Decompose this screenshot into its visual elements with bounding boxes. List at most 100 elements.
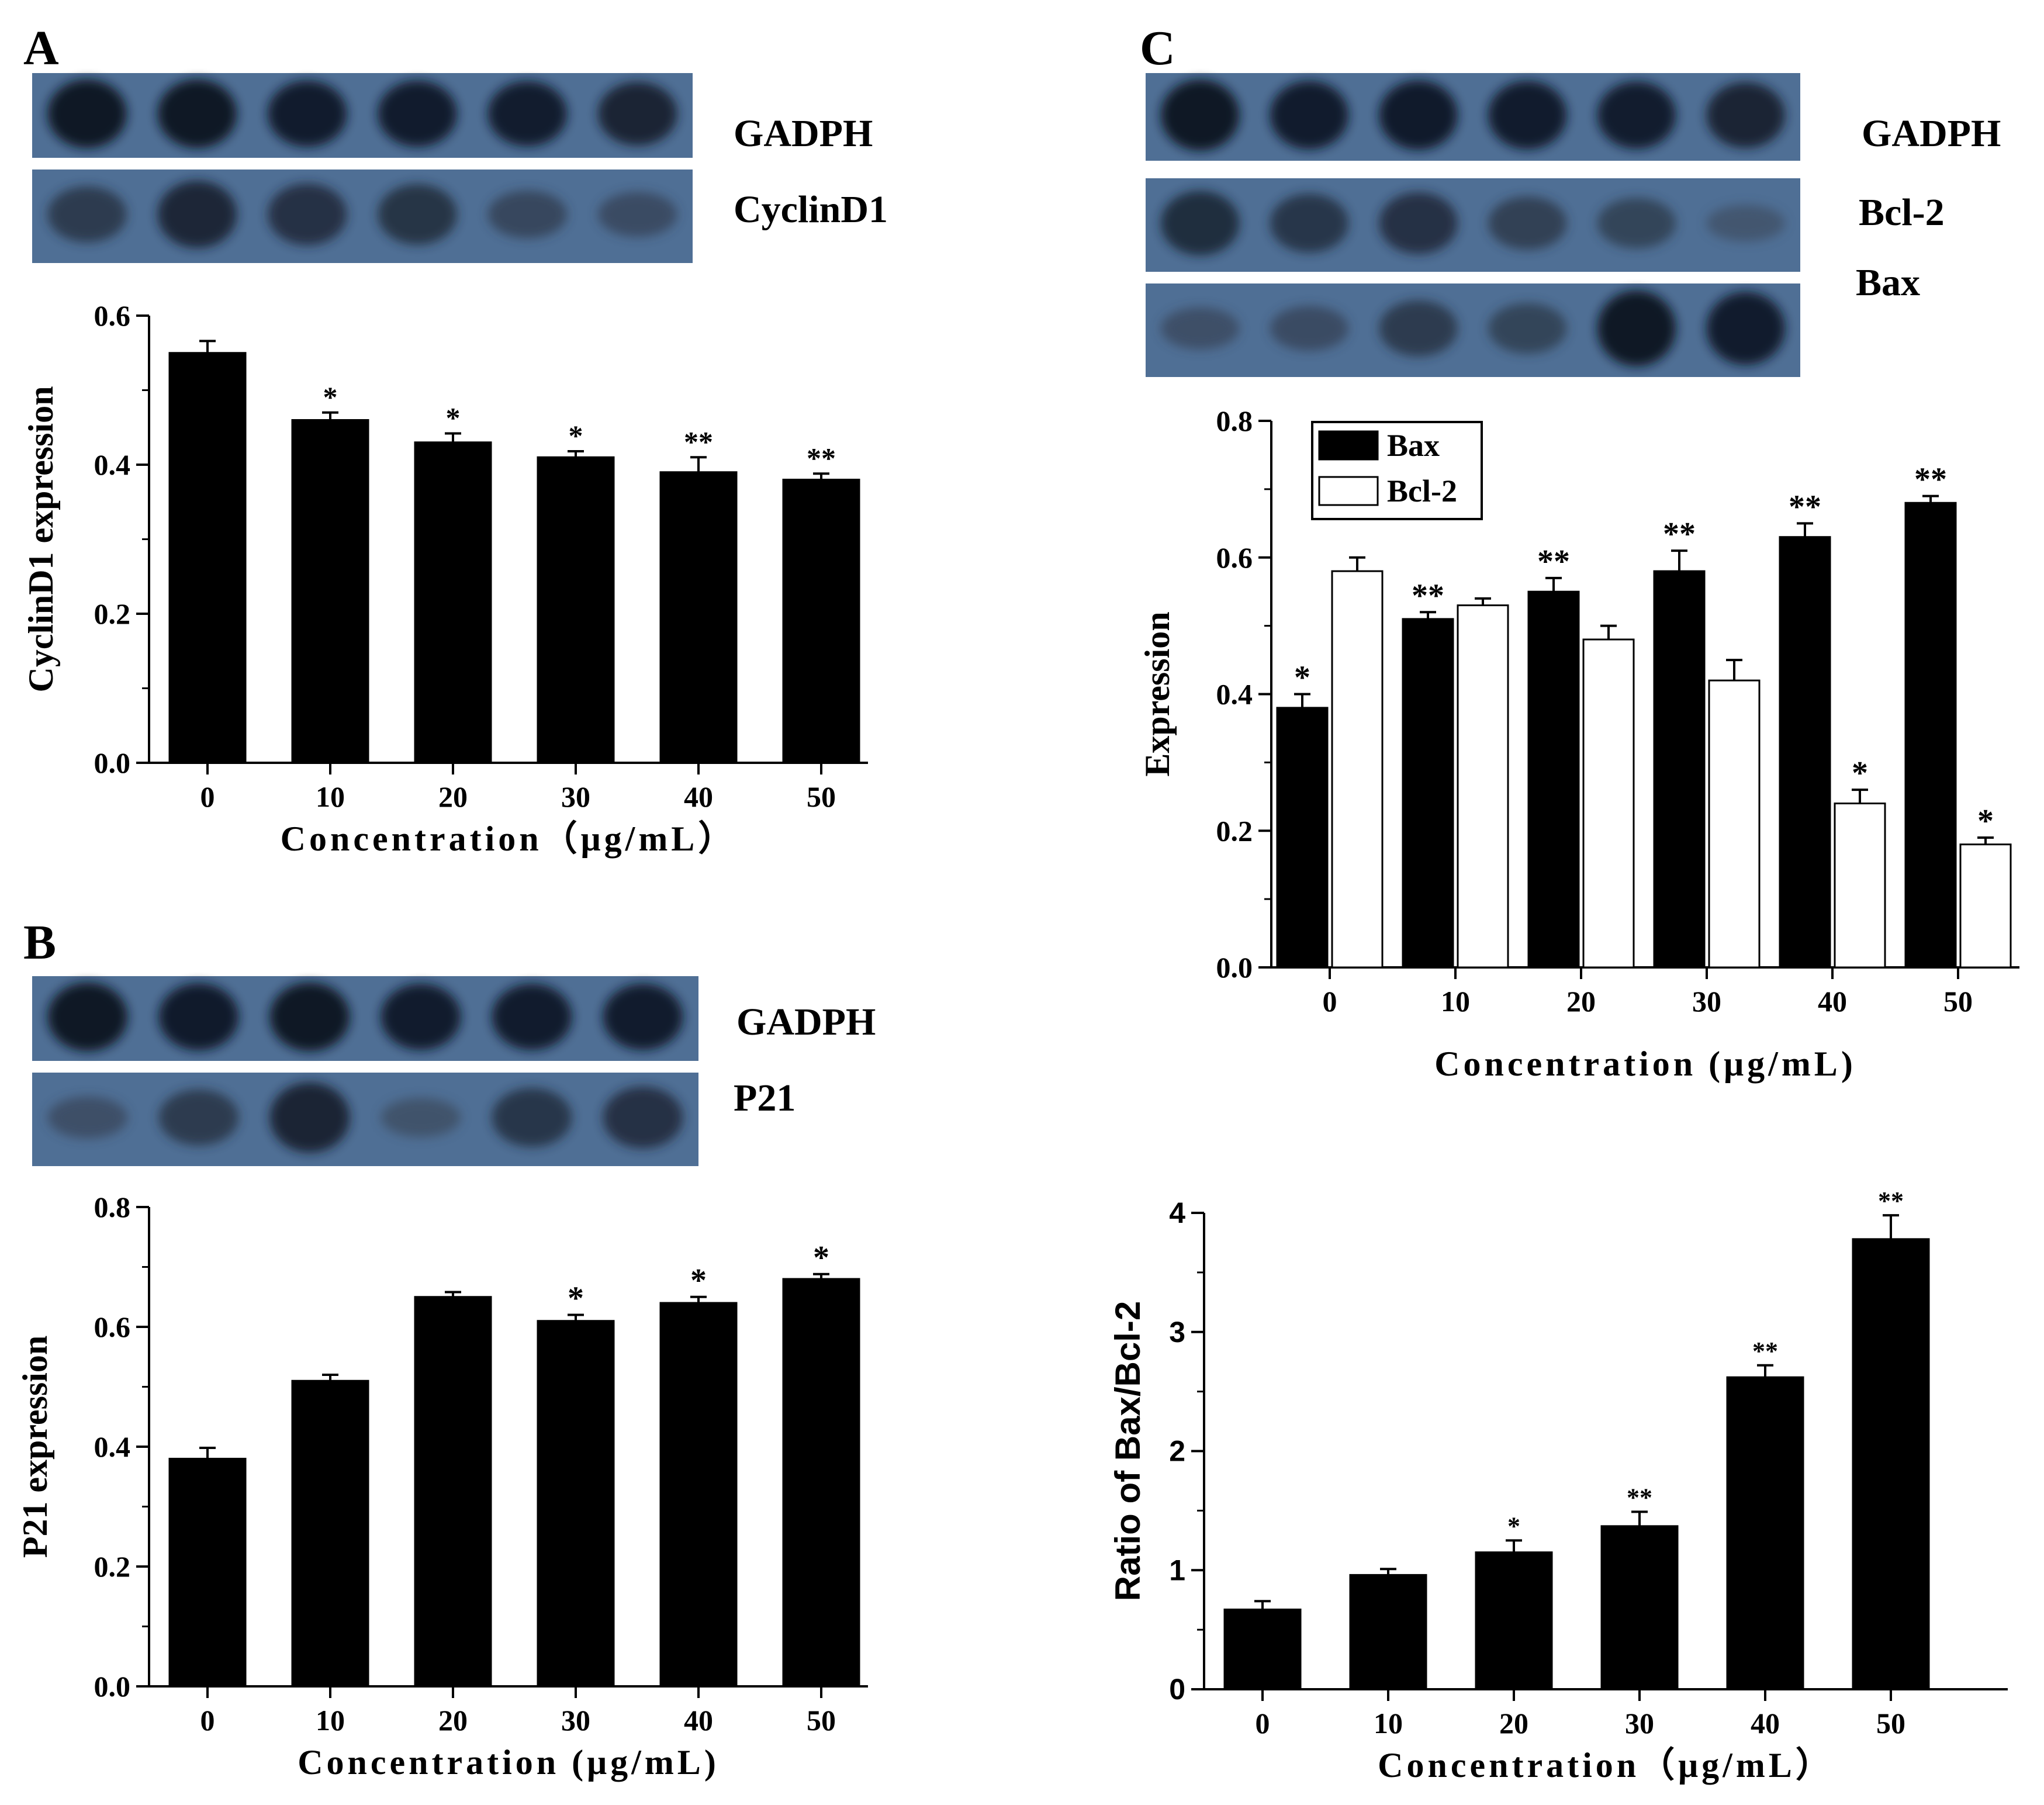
y-tick-label: 0.6: [94, 299, 131, 332]
significance-mark: *: [569, 419, 583, 452]
x-tick-label: 30: [1625, 1707, 1654, 1740]
bar: [291, 419, 369, 764]
x-tick-label: 50: [807, 1704, 836, 1737]
bar: [1475, 1551, 1553, 1690]
blot-band: [1379, 300, 1458, 357]
blot-band: [1488, 303, 1567, 354]
blot-strip-a-gadph: [32, 73, 693, 158]
x-tick-label: 0: [200, 780, 215, 813]
panel-label-a: A: [23, 21, 59, 75]
significance-mark: **: [1789, 489, 1821, 525]
y-tick-label: 0.8: [1216, 404, 1253, 437]
bar: [414, 441, 492, 764]
x-tick-label: 40: [684, 1704, 713, 1737]
significance-mark: **: [684, 425, 713, 458]
panel-label-c: C: [1140, 21, 1175, 75]
bar: [1223, 1608, 1302, 1690]
x-tick-label: 40: [1818, 985, 1847, 1018]
bar: [414, 1296, 492, 1688]
significance-mark: *: [323, 381, 338, 413]
blot-band: [1597, 198, 1676, 248]
blot-band: [492, 1088, 572, 1147]
y-tick-label: 0.4: [94, 1430, 131, 1463]
x-tick-label: 40: [684, 780, 713, 813]
y-tick-label: 0.0: [1216, 951, 1253, 984]
bar: [1904, 502, 1957, 969]
bar: [1726, 1376, 1804, 1690]
y-tick-label: 0.0: [94, 746, 131, 779]
y-tick-label: 0.6: [94, 1310, 131, 1343]
bar: [537, 1320, 615, 1688]
blot-band: [598, 82, 677, 146]
x-tick-label: 30: [1692, 985, 1721, 1018]
blot-band: [268, 81, 347, 147]
blot-band: [47, 79, 127, 148]
significance-mark: *: [1507, 1512, 1520, 1540]
blot-background: [1146, 73, 1800, 161]
significance-mark: **: [1627, 1483, 1652, 1512]
blot-band: [381, 1098, 461, 1137]
blot-band: [1706, 82, 1785, 148]
x-tick-label: 20: [1499, 1707, 1528, 1740]
blot-band: [487, 191, 568, 238]
blot-band: [1706, 205, 1785, 241]
blot-band: [1597, 291, 1676, 366]
bar: [1276, 707, 1329, 969]
blot-band: [158, 1089, 239, 1146]
blot-label-b-p21: P21: [734, 1077, 796, 1119]
y-tick-label: 0.8: [94, 1191, 131, 1223]
x-tick-label: 50: [1876, 1707, 1905, 1740]
blot-band: [1488, 196, 1567, 250]
significance-mark: **: [1663, 516, 1696, 552]
y-tick-label: 3: [1169, 1316, 1185, 1348]
blot-band: [1270, 193, 1349, 253]
bar: [1708, 679, 1761, 969]
legend-entry: Bcl-2: [1387, 473, 1457, 509]
legend-entry: Bax: [1387, 428, 1440, 463]
chart-cyclind1-expression: 0.00.20.40.60 10 20 30 40 50*** ****CyclinD1 e…: [22, 299, 868, 858]
significance-mark: **: [1914, 462, 1947, 498]
x-axis-label: Concentration (μg/mL): [298, 1743, 720, 1782]
y-tick-label: 0.2: [1216, 814, 1253, 847]
blot-band: [487, 81, 568, 147]
significance-mark: *: [690, 1263, 707, 1299]
blot-band: [378, 81, 457, 147]
blot-band: [381, 984, 461, 1050]
legend-swatch: [1318, 430, 1379, 461]
x-tick-label: 50: [1943, 985, 1973, 1018]
bar: [1779, 536, 1831, 969]
bar: [168, 1458, 247, 1688]
y-tick-label: 0.2: [94, 1550, 131, 1583]
significance-mark: *: [568, 1281, 584, 1317]
significance-mark: *: [446, 401, 461, 434]
significance-mark: **: [1752, 1337, 1778, 1365]
blot-band: [1379, 192, 1458, 254]
bar: [659, 471, 738, 764]
x-tick-label: 0: [1323, 985, 1337, 1018]
chart-p21-expression: 0.0 0.2 0.4 0.6 0.8 0 10 20 30 40 50 * * * P21 express…: [16, 1191, 868, 1782]
bar: [1600, 1525, 1679, 1690]
blot-band: [1161, 191, 1240, 255]
x-tick-label: 20: [1566, 985, 1596, 1018]
blot-band: [1270, 81, 1349, 150]
significance-mark: **: [1537, 544, 1570, 580]
bar: [1653, 570, 1706, 969]
y-axis-label: P21 expression: [16, 1336, 54, 1558]
blot-band: [378, 184, 457, 245]
blot-background: [1146, 178, 1800, 272]
blot-band: [269, 1082, 350, 1153]
x-tick-label: 40: [1751, 1707, 1780, 1740]
blot-label-c-gadph: GADPH: [1862, 112, 2001, 155]
blot-label-a-cyclind1: CyclinD1: [734, 188, 888, 231]
blot-label-c-bax: Bax: [1856, 261, 1920, 304]
significance-mark: **: [807, 441, 836, 474]
bar: [1582, 638, 1635, 969]
blot-band: [47, 1096, 128, 1139]
blot-band: [47, 982, 128, 1052]
blot-strip-a-cyclind1: [32, 170, 693, 263]
y-tick-label: 1: [1169, 1554, 1185, 1586]
x-tick-label: 10: [1441, 985, 1470, 1018]
x-tick-label: 50: [807, 780, 836, 813]
y-tick-label: 4: [1169, 1197, 1185, 1229]
